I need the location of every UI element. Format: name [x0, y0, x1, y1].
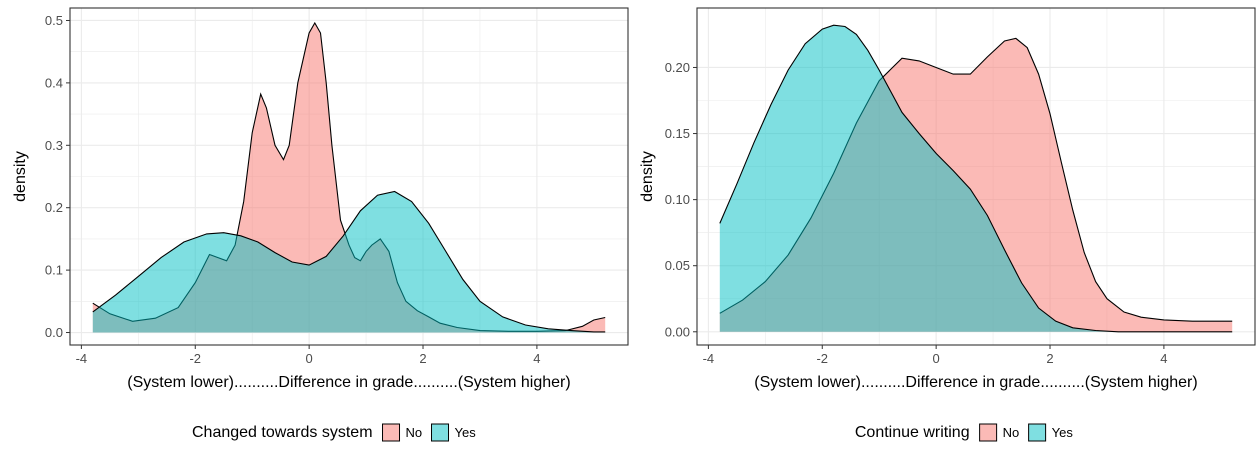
y-axis-label: density: [12, 151, 29, 202]
x-tick-label: 2: [1046, 351, 1053, 366]
legend-key-no: [979, 423, 998, 442]
x-tick-label: 2: [419, 351, 426, 366]
legend-key-yes: [1028, 423, 1047, 442]
legend-label-no: No: [406, 425, 423, 440]
y-tick-label: 0.20: [665, 60, 690, 75]
density-area-yes-outline: [92, 190, 606, 333]
legend: Changed towards system No Yes: [192, 423, 477, 442]
x-tick-label: 4: [1160, 351, 1167, 366]
y-tick-label: 0.3: [45, 138, 63, 153]
density-area-yes: [92, 191, 606, 333]
y-tick-label: 0.10: [665, 192, 690, 207]
panel-border: [696, 7, 1256, 346]
x-tick-label: 0: [306, 351, 313, 366]
y-tick-label: 0.2: [45, 200, 63, 215]
chart-panel-1: 0.0 0.1 0.2 0.3 0.4 0.5 -4 -2 0 2 4 (System lower).…: [12, 7, 629, 442]
x-axis-label: (System lower)..........Difference in gr…: [127, 374, 570, 391]
y-tick-label: 0.05: [665, 258, 690, 273]
x-axis-label: (System lower)..........Difference in gr…: [754, 374, 1197, 391]
legend-title: Continue writing: [855, 424, 970, 441]
x-tick-label: -4: [76, 351, 88, 366]
density-area-yes-outline: [719, 24, 1233, 333]
x-tick-label: -2: [189, 351, 201, 366]
y-tick-label: 0.5: [45, 13, 63, 28]
y-tick-label: 0.0: [45, 325, 63, 340]
density-area-yes: [719, 25, 1233, 332]
legend-label-no: No: [1003, 425, 1020, 440]
legend-label-yes: Yes: [1052, 425, 1074, 440]
x-tick-label: 4: [533, 351, 540, 366]
y-tick-label: 0.1: [45, 263, 63, 278]
legend-label-yes: Yes: [455, 425, 477, 440]
legend: Continue writing No Yes: [855, 423, 1074, 442]
legend-key-yes: [431, 423, 450, 442]
panel-border: [69, 7, 629, 346]
y-axis-label: density: [639, 151, 656, 202]
legend-title: Changed towards system: [192, 424, 373, 441]
y-tick-label: 0.4: [45, 75, 63, 90]
y-tick-label: 0.15: [665, 126, 690, 141]
x-tick-label: -4: [703, 351, 715, 366]
chart-panel-2: 0.00 0.05 0.10 0.15 0.20 -4 -2 0 2 4 (System lower…: [639, 7, 1256, 442]
x-tick-label: 0: [933, 351, 940, 366]
legend-key-no: [382, 423, 401, 442]
y-tick-label: 0.00: [665, 324, 690, 339]
x-tick-label: -2: [816, 351, 828, 366]
